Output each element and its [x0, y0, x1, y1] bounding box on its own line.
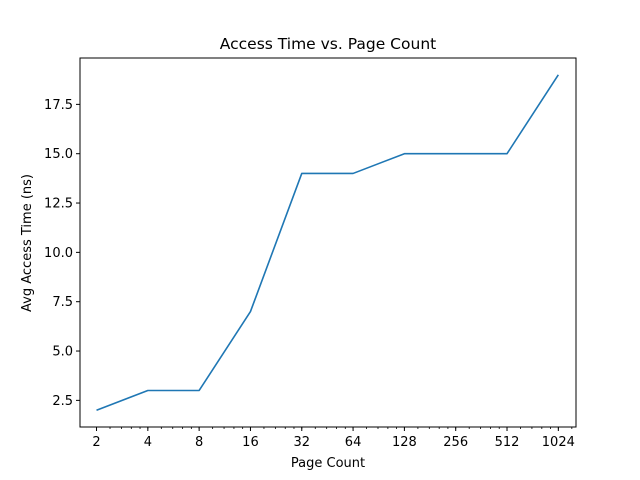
y-tick-label: 17.5 — [44, 98, 73, 113]
y-tick-label: 2.5 — [52, 394, 73, 409]
y-tick-label: 7.5 — [52, 295, 73, 310]
x-tick-label: 128 — [392, 435, 417, 450]
y-tick-label: 12.5 — [44, 197, 73, 212]
y-tick-label: 10.0 — [44, 246, 73, 261]
x-tick-label: 4 — [144, 435, 152, 450]
series-line-0 — [96, 74, 560, 411]
y-tick-label: 5.0 — [52, 345, 73, 360]
x-axis: 2 4 8 16 32 64 128 256 512 1024 — [92, 427, 575, 450]
chart-title: Access Time vs. Page Count — [220, 35, 436, 53]
x-tick-label: 32 — [293, 435, 310, 450]
x-axis-label: Page Count — [291, 456, 365, 471]
y-tick-label: 15.0 — [44, 147, 73, 162]
x-tick-label: 2 — [92, 435, 100, 450]
x-tick-label: 64 — [345, 435, 362, 450]
plot-area — [96, 74, 560, 411]
x-tick-label: 1024 — [542, 435, 575, 450]
x-tick-label: 8 — [195, 435, 203, 450]
y-axis: 2.5 5.0 7.5 10.0 12.5 15.0 17.5 — [44, 98, 80, 409]
y-axis-label: Avg Access Time (ns) — [20, 174, 35, 312]
x-tick-label: 512 — [495, 435, 520, 450]
x-tick-label: 16 — [242, 435, 259, 450]
plot-frame — [79, 57, 577, 428]
x-tick-label: 256 — [443, 435, 468, 450]
